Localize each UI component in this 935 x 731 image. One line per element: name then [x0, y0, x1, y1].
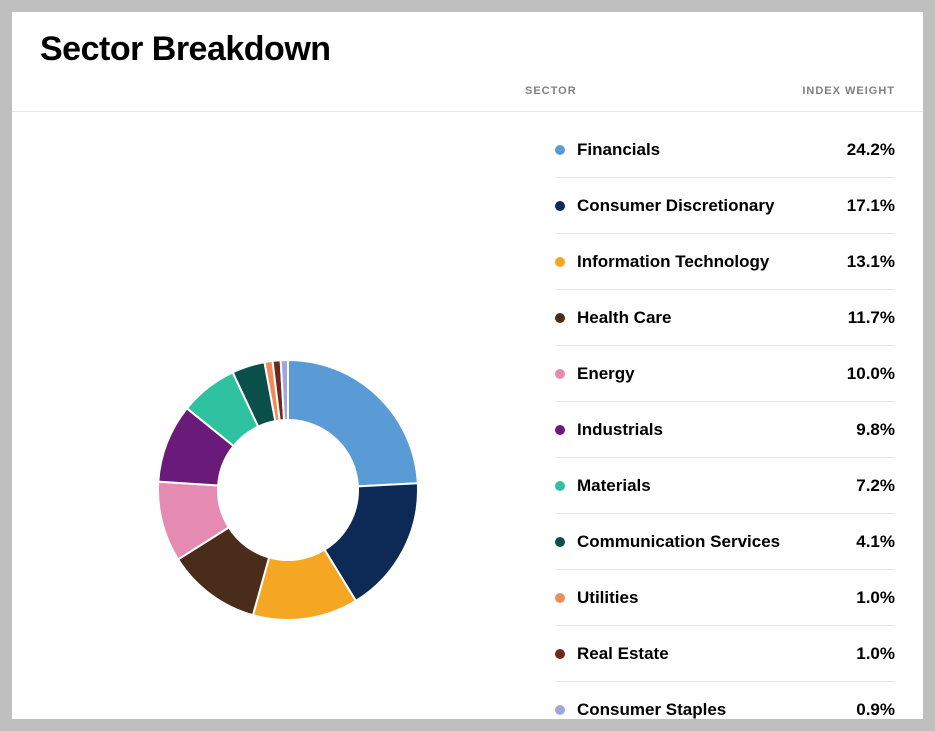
- legend-value: 13.1%: [825, 252, 895, 272]
- legend-label: Real Estate: [577, 644, 825, 664]
- legend-list: Financials24.2%Consumer Discretionary17.…: [555, 122, 895, 719]
- legend-row[interactable]: Energy10.0%: [555, 346, 895, 402]
- legend-row[interactable]: Financials24.2%: [555, 122, 895, 178]
- legend-label: Utilities: [577, 588, 825, 608]
- legend-label: Energy: [577, 364, 825, 384]
- sector-breakdown-card: Sector Breakdown SECTOR INDEX WEIGHT Fin…: [12, 12, 923, 719]
- legend-swatch-icon: [555, 369, 565, 379]
- legend-swatch-icon: [555, 313, 565, 323]
- legend-label: Health Care: [577, 308, 825, 328]
- legend-swatch-icon: [555, 705, 565, 715]
- legend-label: Communication Services: [577, 532, 825, 552]
- legend-swatch-icon: [555, 201, 565, 211]
- legend-label: Information Technology: [577, 252, 825, 272]
- legend-swatch-icon: [555, 425, 565, 435]
- legend-row[interactable]: Industrials9.8%: [555, 402, 895, 458]
- legend-value: 0.9%: [825, 700, 895, 720]
- donut-slice[interactable]: [288, 360, 418, 486]
- legend-row[interactable]: Real Estate1.0%: [555, 626, 895, 682]
- legend-swatch-icon: [555, 481, 565, 491]
- legend-row[interactable]: Consumer Staples0.9%: [555, 682, 895, 719]
- donut-chart: [138, 340, 438, 640]
- header-weight: INDEX WEIGHT: [785, 85, 895, 97]
- legend-swatch-icon: [555, 145, 565, 155]
- legend-swatch-icon: [555, 537, 565, 547]
- legend-swatch-icon: [555, 649, 565, 659]
- legend-value: 1.0%: [825, 644, 895, 664]
- legend-value: 11.7%: [825, 308, 895, 328]
- legend-row[interactable]: Consumer Discretionary17.1%: [555, 178, 895, 234]
- legend-value: 24.2%: [825, 140, 895, 160]
- chart-container: [40, 122, 535, 719]
- legend-swatch-icon: [555, 593, 565, 603]
- legend-value: 17.1%: [825, 196, 895, 216]
- legend-value: 7.2%: [825, 476, 895, 496]
- legend-value: 4.1%: [825, 532, 895, 552]
- legend-row[interactable]: Information Technology13.1%: [555, 234, 895, 290]
- content-row: Financials24.2%Consumer Discretionary17.…: [40, 122, 895, 719]
- legend-row[interactable]: Utilities1.0%: [555, 570, 895, 626]
- divider: [12, 111, 923, 112]
- legend-value: 9.8%: [825, 420, 895, 440]
- legend-label: Consumer Staples: [577, 700, 825, 720]
- legend-value: 1.0%: [825, 588, 895, 608]
- legend-label: Consumer Discretionary: [577, 196, 825, 216]
- legend-row[interactable]: Materials7.2%: [555, 458, 895, 514]
- legend-label: Industrials: [577, 420, 825, 440]
- legend-value: 10.0%: [825, 364, 895, 384]
- legend-label: Financials: [577, 140, 825, 160]
- table-header: SECTOR INDEX WEIGHT: [40, 79, 895, 111]
- legend-swatch-icon: [555, 257, 565, 267]
- header-sector: SECTOR: [525, 85, 745, 97]
- legend-label: Materials: [577, 476, 825, 496]
- legend-row[interactable]: Health Care11.7%: [555, 290, 895, 346]
- legend-row[interactable]: Communication Services4.1%: [555, 514, 895, 570]
- page-title: Sector Breakdown: [40, 30, 895, 69]
